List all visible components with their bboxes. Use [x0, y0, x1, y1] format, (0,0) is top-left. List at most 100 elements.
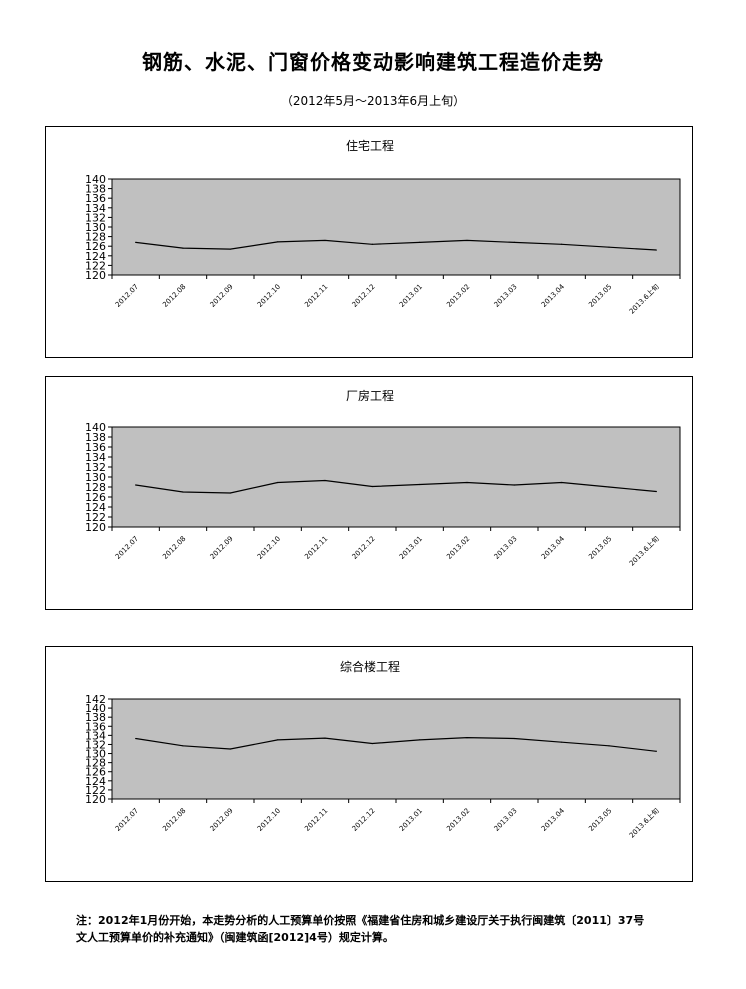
y-tick-label: 138 [85, 431, 106, 444]
x-tick-label: 2012.09 [209, 535, 235, 561]
data-point [324, 479, 326, 482]
y-tick-label: 130 [85, 221, 106, 234]
y-tick-label: 140 [85, 702, 106, 715]
y-tick-label: 132 [85, 461, 106, 474]
series-line [135, 479, 657, 494]
x-tick-label: 2013.05 [587, 807, 613, 833]
x-tick-label: 2013.05 [587, 535, 613, 561]
x-tick-label: 2012.07 [114, 535, 140, 561]
x-tick-label: 2012.08 [161, 535, 187, 561]
x-tick-label: 2013.03 [493, 283, 519, 309]
x-tick-label: 2013.01 [398, 807, 424, 833]
y-tick-label: 124 [85, 250, 106, 263]
page-title: 钢筋、水泥、门窗价格变动影响建筑工程造价走势 [142, 50, 604, 74]
y-tick-label: 136 [85, 720, 106, 733]
data-point [561, 741, 563, 743]
data-point [655, 490, 657, 493]
y-tick-label: 130 [85, 471, 106, 484]
x-tick-label: 2012.10 [256, 535, 282, 561]
x-tick-label: 2012.07 [114, 283, 140, 309]
data-point [135, 241, 137, 243]
footnote-line-1: 注：2012年1月份开始，本走势分析的人工预算单价按照《福建省住房和城乡建设厅关… [76, 914, 645, 927]
data-point [608, 745, 610, 747]
data-point [561, 481, 563, 484]
data-point [513, 737, 515, 740]
data-point [655, 750, 657, 752]
data-point [277, 481, 279, 484]
data-point [277, 739, 279, 741]
data-point [135, 484, 137, 486]
y-tick-label: 124 [85, 775, 106, 788]
chart-title: 厂房工程 [346, 388, 394, 403]
y-tick-label: 132 [85, 738, 106, 751]
x-tick-label: 2012.09 [209, 807, 235, 833]
page-subtitle: （2012年5月～2013年6月上旬） [280, 94, 466, 108]
y-tick-label: 140 [85, 421, 106, 434]
chart-complex: 综合楼工程 12012212412612813013213413613814014… [85, 659, 681, 840]
x-tick-label: 2013.6上旬 [627, 806, 661, 840]
chart-panel-residential: 住宅工程 120 122 124 126 128 130 132 134 136 138 140 201… [45, 126, 693, 358]
x-tick-label: 2012.08 [161, 807, 187, 833]
data-point [466, 737, 468, 739]
x-tick-label: 2012.12 [351, 807, 377, 833]
y-tick-label: 142 [85, 693, 106, 706]
data-point [466, 239, 468, 242]
x-tick-label: 2013.01 [398, 283, 424, 309]
y-tick-label: 140 [85, 173, 106, 186]
x-tick-label: 2012.07 [114, 807, 140, 833]
data-point [419, 483, 421, 486]
y-tick-label: 134 [85, 202, 106, 215]
x-tick-label: 2013.05 [587, 283, 613, 309]
series-line [135, 239, 657, 251]
y-tick-label: 126 [85, 491, 106, 504]
data-point [371, 742, 373, 745]
plot-area [111, 178, 681, 276]
data-point [229, 248, 231, 250]
footnote-line-2: 文人工预算单价的补充通知》（闽建筑函[2012]4号）规定计算。 [76, 931, 394, 944]
y-tick-label: 120 [85, 521, 106, 534]
chart-panel-complex: 综合楼工程 120 122 124 126 128 130 132 134 136 138 140 14… [45, 646, 693, 882]
data-point [655, 249, 657, 251]
data-point [371, 243, 373, 245]
x-tick-label: 2013.02 [445, 807, 471, 833]
x-tick-label: 2012.11 [303, 807, 329, 833]
x-tick-label: 2012.11 [303, 283, 329, 309]
chart-title: 住宅工程 [346, 138, 394, 153]
x-tick-label: 2013.03 [493, 807, 519, 833]
footnote: 注：2012年1月份开始，本走势分析的人工预算单价按照《福建省住房和城乡建设厅关… [76, 912, 696, 946]
x-tick-label: 2012.10 [256, 807, 282, 833]
x-tick-label: 2013.6上旬 [627, 282, 661, 316]
x-tick-label: 2012.12 [351, 535, 377, 561]
y-tick-label: 128 [85, 481, 106, 494]
y-tick-label: 128 [85, 757, 106, 770]
data-point [513, 484, 515, 486]
y-tick-label: 134 [85, 451, 106, 464]
data-point [513, 241, 515, 243]
data-point [229, 748, 231, 750]
y-tick-label: 122 [85, 259, 106, 272]
data-point [324, 239, 326, 242]
chart-panel-factory: 厂房工程 120 122 124 126 128 130 132 134 136 138 140 201… [45, 376, 693, 610]
y-tick-label: 136 [85, 441, 106, 454]
data-point [608, 486, 610, 488]
chart-title: 综合楼工程 [340, 659, 400, 674]
y-tick-label: 138 [85, 711, 106, 724]
data-point [324, 737, 326, 739]
y-tick-label: 122 [85, 784, 106, 797]
series-line [135, 736, 657, 752]
data-point [182, 745, 184, 747]
y-tick-label: 138 [85, 183, 106, 196]
x-tick-label: 2013.02 [445, 535, 471, 561]
data-point [561, 243, 563, 245]
y-tick-label: 120 [85, 793, 106, 806]
x-tick-label: 2012.12 [351, 283, 377, 309]
x-tick-label: 2013.04 [540, 806, 567, 833]
y-tick-label: 124 [85, 501, 106, 514]
y-tick-label: 136 [85, 192, 106, 205]
plot-area [111, 698, 681, 800]
data-point [419, 739, 421, 741]
y-tick-label: 126 [85, 766, 106, 779]
x-tick-label: 2012.09 [209, 283, 235, 309]
